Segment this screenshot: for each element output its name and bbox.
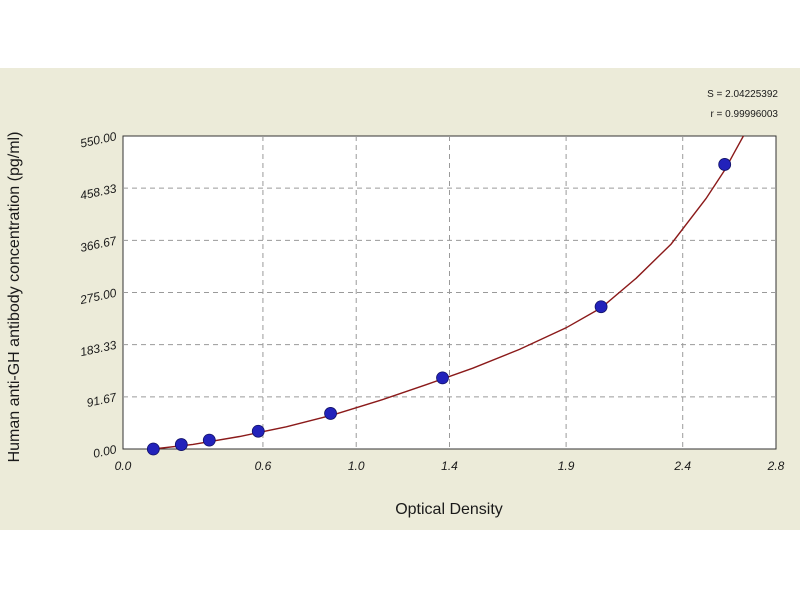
y-tick-label: 458.33 (79, 181, 118, 202)
fit-curve-layer (153, 135, 745, 450)
x-tick-label: 0.0 (115, 459, 132, 473)
data-point (174, 438, 188, 451)
y-tick-label: 366.67 (79, 233, 119, 255)
fit-curve (153, 135, 745, 450)
data-points (146, 158, 732, 456)
x-tick-label: 1.9 (558, 459, 575, 473)
data-point (436, 371, 449, 385)
data-point (324, 407, 337, 420)
data-point (202, 433, 216, 447)
x-axis-title: Optical Density (395, 501, 503, 518)
y-tick-label: 91.67 (85, 390, 119, 410)
x-tick-label: 0.6 (255, 459, 272, 473)
stat-line-s: S = 2.04225392 (707, 89, 778, 100)
y-tick-label: 550.00 (79, 129, 118, 150)
y-tick-label: 183.33 (79, 338, 118, 359)
y-tick-label: 0.00 (92, 442, 118, 461)
grid-lines (123, 136, 776, 449)
data-point (251, 424, 265, 438)
data-point (146, 442, 160, 456)
x-tick-label: 2.8 (767, 459, 785, 473)
y-tick-labels: 0.00 91.67 183.33 275.00 366.67 458.33 550.00 (78, 129, 119, 461)
data-point (718, 158, 732, 171)
stat-line-r: r = 0.99996003 (710, 109, 778, 120)
y-tick-label: 275.00 (78, 286, 118, 308)
x-tick-labels: 0.0 0.6 1.0 1.4 1.9 2.4 2.8 (115, 459, 785, 473)
y-axis-title: Human anti-GH antibody concentration (pg… (6, 132, 23, 463)
data-point (594, 300, 608, 314)
x-tick-label: 1.4 (441, 459, 458, 473)
x-tick-label: 1.0 (348, 459, 365, 473)
x-tick-label: 2.4 (673, 459, 691, 473)
